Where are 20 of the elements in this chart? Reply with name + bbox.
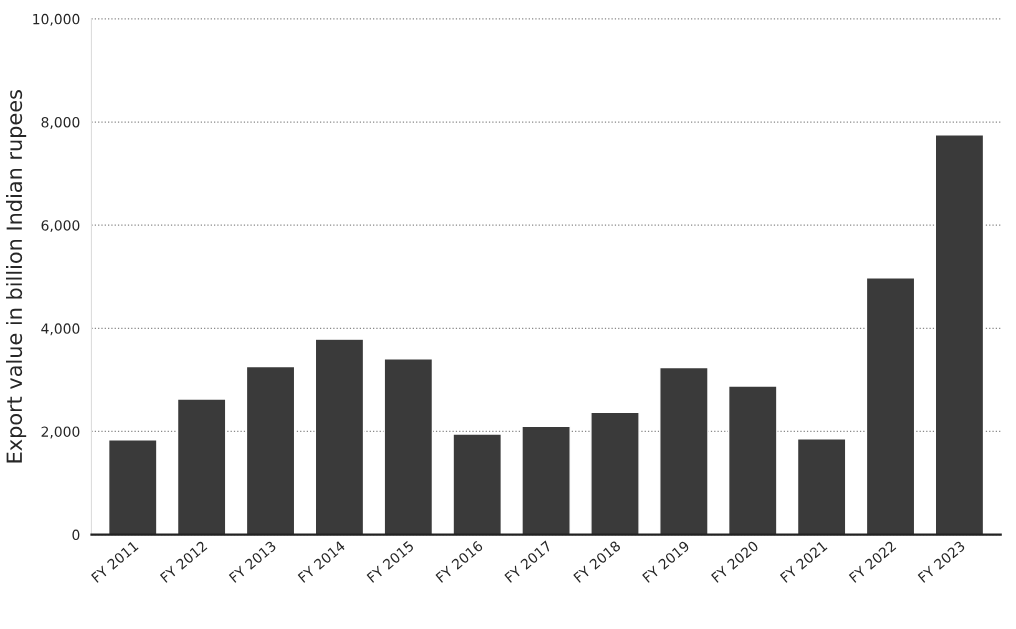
y-tick-label: 6,000 [41,220,80,233]
y-axis-title: Export value in billion Indian rupees [6,90,27,463]
bar [176,398,227,535]
y-tick-label: 0 [72,529,80,541]
bar [590,411,640,535]
bar [659,366,709,535]
y-tick-label: 2,000 [41,426,80,439]
bar [934,134,985,535]
bar [245,365,296,535]
y-tick-label: 4,000 [41,323,80,336]
bar [727,385,778,535]
bar [796,438,847,535]
bar [452,433,503,535]
bar [107,439,158,535]
y-tick-label: 8,000 [41,116,80,129]
bar [314,338,365,535]
bar [383,358,434,535]
y-tick-label: 10,000 [33,13,80,26]
bar [521,425,571,535]
bar [865,277,916,535]
